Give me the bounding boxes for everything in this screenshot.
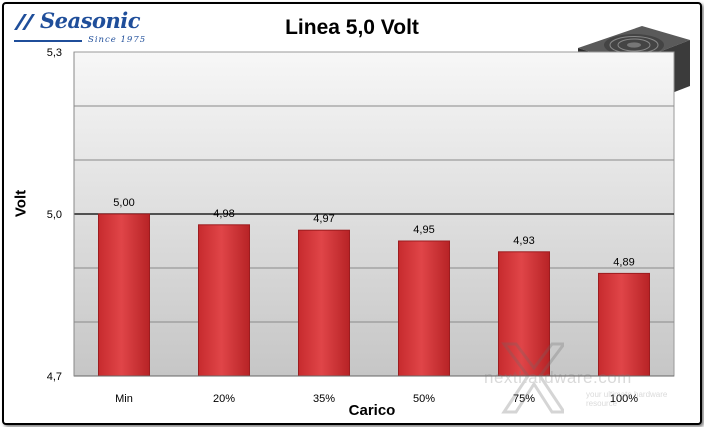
y-axis-label: Volt (12, 189, 30, 218)
bar (298, 229, 350, 377)
x-tick-label: 75% (513, 393, 535, 405)
logo-underline (14, 40, 82, 42)
watermark-logo-icon (501, 342, 564, 414)
bar (398, 240, 450, 377)
bar (598, 272, 650, 377)
x-axis-label: Carico (348, 402, 396, 419)
x-tick-label: 50% (413, 393, 435, 405)
bar-value-label: 4,97 (313, 213, 334, 225)
bar (498, 251, 550, 377)
chart-title: Linea 5,0 Volt (285, 16, 419, 39)
seasonic-logo: Seasonic Since 1975 (12, 8, 166, 50)
watermark-subtext: your ultimate hardware resource (586, 390, 668, 408)
y-tick-label: 4,7 (47, 371, 62, 383)
seasonic-logo-mark-icon (14, 14, 35, 30)
logo-tagline: Since 1975 (88, 35, 147, 45)
logo-brand: Seasonic (40, 8, 141, 33)
y-tick-label: 5,3 (47, 47, 62, 59)
x-tick-label: 20% (213, 393, 235, 405)
nexthardware-watermark: nexthardware.com your ultimate hardware … (478, 336, 698, 420)
bar-value-label: 4,93 (513, 235, 534, 247)
bar (198, 224, 250, 377)
bar-value-label: 4,95 (413, 224, 434, 236)
x-tick-label: Min (115, 393, 133, 405)
watermark-text: nexthardware.com (484, 368, 632, 387)
bar-value-label: 5,00 (113, 197, 134, 209)
bar-value-label: 4,98 (213, 208, 234, 220)
bar-value-label: 4,89 (613, 256, 634, 268)
y-tick-label: 5,0 (47, 209, 62, 221)
x-tick-label: 35% (313, 393, 335, 405)
bar (98, 213, 150, 377)
x-tick-label: 100% (610, 393, 638, 405)
